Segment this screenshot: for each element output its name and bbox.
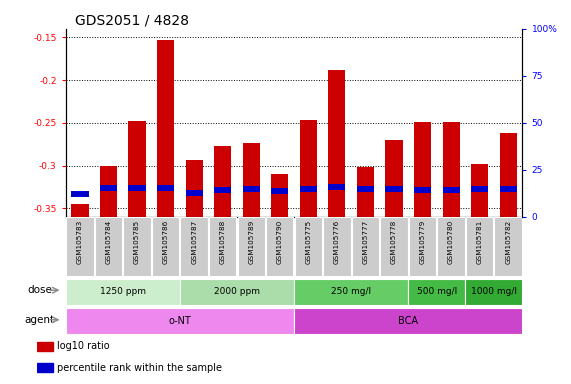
Bar [271,174,288,217]
Text: 250 mg/l: 250 mg/l [331,286,371,296]
FancyBboxPatch shape [380,217,408,276]
Text: GSM105785: GSM105785 [134,220,140,264]
Bar [214,187,231,193]
FancyBboxPatch shape [66,279,180,305]
Text: percentile rank within the sample: percentile rank within the sample [58,362,223,372]
Text: GSM105777: GSM105777 [363,220,368,264]
Text: log10 ratio: log10 ratio [58,341,110,351]
Text: GSM105788: GSM105788 [220,220,226,264]
Bar [385,186,403,192]
Bar [443,122,460,217]
Bar [214,146,231,217]
Bar [300,120,317,217]
Bar [414,187,431,193]
Text: GSM105778: GSM105778 [391,220,397,264]
Text: GSM105775: GSM105775 [305,220,311,264]
FancyBboxPatch shape [409,217,436,276]
Text: GSM105789: GSM105789 [248,220,254,264]
Bar [100,185,117,191]
Bar [500,186,517,192]
Text: GSM105779: GSM105779 [420,220,425,264]
FancyBboxPatch shape [238,217,265,276]
Bar [37,363,53,372]
Bar [157,185,174,191]
FancyBboxPatch shape [323,217,351,276]
Text: o-NT: o-NT [168,316,191,326]
Bar [100,166,117,217]
FancyBboxPatch shape [352,217,379,276]
Bar [357,186,374,192]
Text: GSM105781: GSM105781 [477,220,482,264]
Bar [157,40,174,217]
FancyBboxPatch shape [437,217,465,276]
FancyBboxPatch shape [209,217,236,276]
Bar [385,140,403,217]
Text: dose: dose [27,285,52,295]
Bar [71,204,89,217]
Bar [414,122,431,217]
FancyBboxPatch shape [408,279,465,305]
FancyBboxPatch shape [294,308,522,334]
Bar [71,191,89,197]
Text: agent: agent [25,315,54,325]
Text: BCA: BCA [398,316,419,326]
Bar [500,133,517,217]
Text: GSM105783: GSM105783 [77,220,83,264]
FancyBboxPatch shape [465,279,522,305]
FancyBboxPatch shape [152,217,179,276]
FancyBboxPatch shape [95,217,122,276]
FancyBboxPatch shape [66,217,94,276]
FancyBboxPatch shape [266,217,293,276]
Bar [471,186,488,192]
Bar [186,160,203,217]
Bar [443,187,460,193]
FancyBboxPatch shape [180,279,294,305]
Text: 1250 ppm: 1250 ppm [100,286,146,296]
FancyBboxPatch shape [494,217,522,276]
Text: GSM105787: GSM105787 [191,220,197,264]
Bar [37,342,53,351]
Text: 500 mg/l: 500 mg/l [417,286,457,296]
Text: GSM105782: GSM105782 [505,220,511,264]
Text: 2000 ppm: 2000 ppm [214,286,260,296]
Text: GSM105784: GSM105784 [106,220,111,264]
Bar [271,188,288,194]
Bar [328,184,345,190]
Bar [128,121,146,217]
Text: GSM105780: GSM105780 [448,220,454,264]
FancyBboxPatch shape [180,217,208,276]
Text: 1000 mg/l: 1000 mg/l [471,286,517,296]
Bar [243,186,260,192]
Bar [243,142,260,217]
Bar [471,164,488,217]
FancyBboxPatch shape [123,217,151,276]
Text: GSM105790: GSM105790 [277,220,283,264]
Text: GSM105776: GSM105776 [334,220,340,264]
Bar [300,186,317,192]
FancyBboxPatch shape [466,217,493,276]
FancyBboxPatch shape [294,279,408,305]
Text: GSM105786: GSM105786 [163,220,168,264]
Bar [328,70,345,217]
FancyBboxPatch shape [295,217,322,276]
Text: GDS2051 / 4828: GDS2051 / 4828 [75,14,189,28]
FancyBboxPatch shape [66,308,294,334]
Bar [357,167,374,217]
Bar [186,190,203,196]
Bar [128,185,146,191]
